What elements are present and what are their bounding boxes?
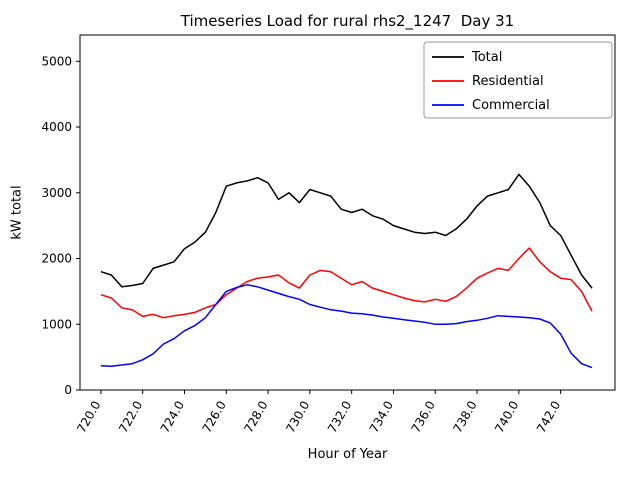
legend-label-residential: Residential (472, 74, 544, 89)
x-tick-label: 728.0 (241, 399, 270, 436)
y-tick-label: 0 (64, 383, 72, 397)
series-line-residential (100, 247, 593, 319)
legend-label-total: Total (471, 50, 502, 65)
x-tick-label: 730.0 (283, 399, 312, 436)
legend-box (423, 41, 613, 119)
x-axis-label: Hour of Year (307, 447, 388, 462)
y-axis-label: kW total (9, 185, 25, 240)
y-tick-label: 2000 (41, 252, 72, 266)
x-tick-label: 740.0 (492, 399, 521, 436)
x-tick-label: 738.0 (450, 399, 479, 436)
x-tick-label: 726.0 (200, 399, 229, 436)
x-tick-label: 742.0 (534, 399, 563, 436)
chart-title: Timeseries Load for rural rhs2_1247 Day … (180, 12, 515, 30)
series-line-total (100, 173, 593, 289)
legend-label-commercial: Commercial (472, 98, 550, 113)
x-tick-label: 720.0 (74, 399, 103, 436)
x-tick-label: 736.0 (409, 399, 438, 436)
y-tick-label: 5000 (41, 54, 72, 68)
axes-frame (79, 34, 616, 391)
x-tick-label: 734.0 (367, 399, 396, 436)
y-tick-label: 4000 (41, 120, 72, 134)
x-tick-label: 724.0 (158, 399, 187, 436)
series-line-commercial (100, 284, 593, 369)
y-tick-label: 1000 (41, 317, 72, 331)
y-tick-label: 3000 (41, 186, 72, 200)
x-tick-label: 732.0 (325, 399, 354, 436)
x-tick-label: 722.0 (116, 399, 145, 436)
